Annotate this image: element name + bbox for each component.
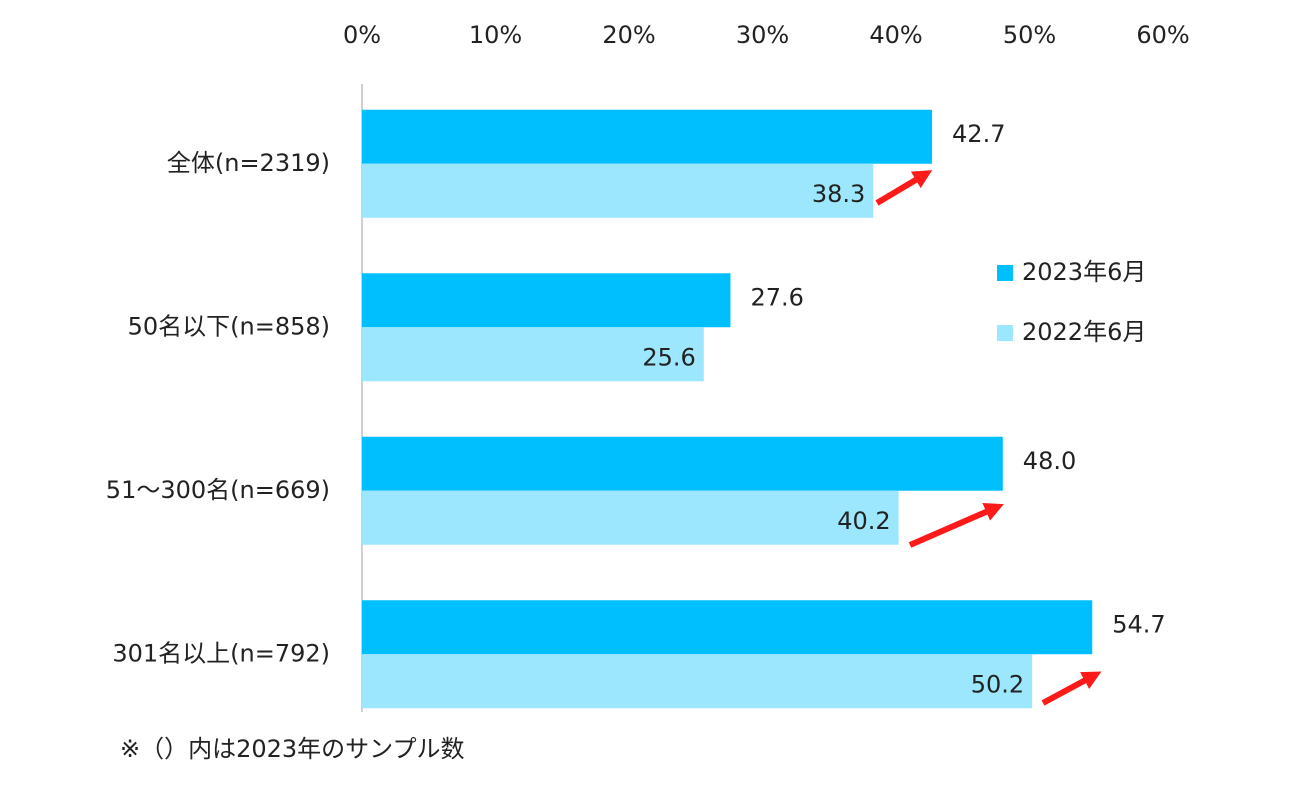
data-label: 38.3 bbox=[812, 180, 865, 208]
x-tick-label: 40% bbox=[869, 21, 922, 49]
legend-label: 2022年6月 bbox=[1022, 318, 1146, 346]
x-tick-label: 50% bbox=[1003, 21, 1056, 49]
data-label: 48.0 bbox=[1023, 447, 1076, 475]
data-label: 40.2 bbox=[837, 507, 890, 535]
bar bbox=[362, 600, 1093, 655]
x-tick-label: 10% bbox=[469, 21, 522, 49]
bar bbox=[362, 163, 874, 218]
y-tick-label: 51～300名(n=669) bbox=[106, 476, 330, 504]
data-label: 50.2 bbox=[971, 670, 1024, 698]
bar bbox=[362, 273, 731, 328]
x-tick-label: 0% bbox=[343, 21, 381, 49]
y-tick-label: 全体(n=2319) bbox=[167, 149, 330, 177]
bar bbox=[362, 327, 704, 382]
arrow bbox=[1041, 671, 1102, 706]
legend-swatch bbox=[997, 265, 1013, 281]
data-label: 25.6 bbox=[642, 343, 695, 371]
y-tick-label: 301名以上(n=792) bbox=[112, 639, 330, 667]
arrow bbox=[908, 503, 1004, 548]
data-label: 27.6 bbox=[750, 283, 803, 311]
arrows bbox=[875, 170, 1102, 706]
bar bbox=[362, 654, 1033, 709]
footnote: ※（）内は2023年のサンプル数 bbox=[120, 735, 464, 763]
data-label: 42.7 bbox=[952, 120, 1005, 148]
x-tick-label: 60% bbox=[1136, 21, 1189, 49]
legend-swatch bbox=[997, 325, 1013, 341]
bar bbox=[362, 109, 933, 164]
x-tick-label: 30% bbox=[736, 21, 789, 49]
arrow bbox=[875, 170, 933, 206]
legend-label: 2023年6月 bbox=[1022, 258, 1146, 286]
bar bbox=[362, 436, 1003, 491]
y-tick-label: 50名以下(n=858) bbox=[128, 312, 330, 340]
bar bbox=[362, 490, 899, 545]
x-tick-label: 20% bbox=[602, 21, 655, 49]
data-label: 54.7 bbox=[1112, 610, 1165, 638]
